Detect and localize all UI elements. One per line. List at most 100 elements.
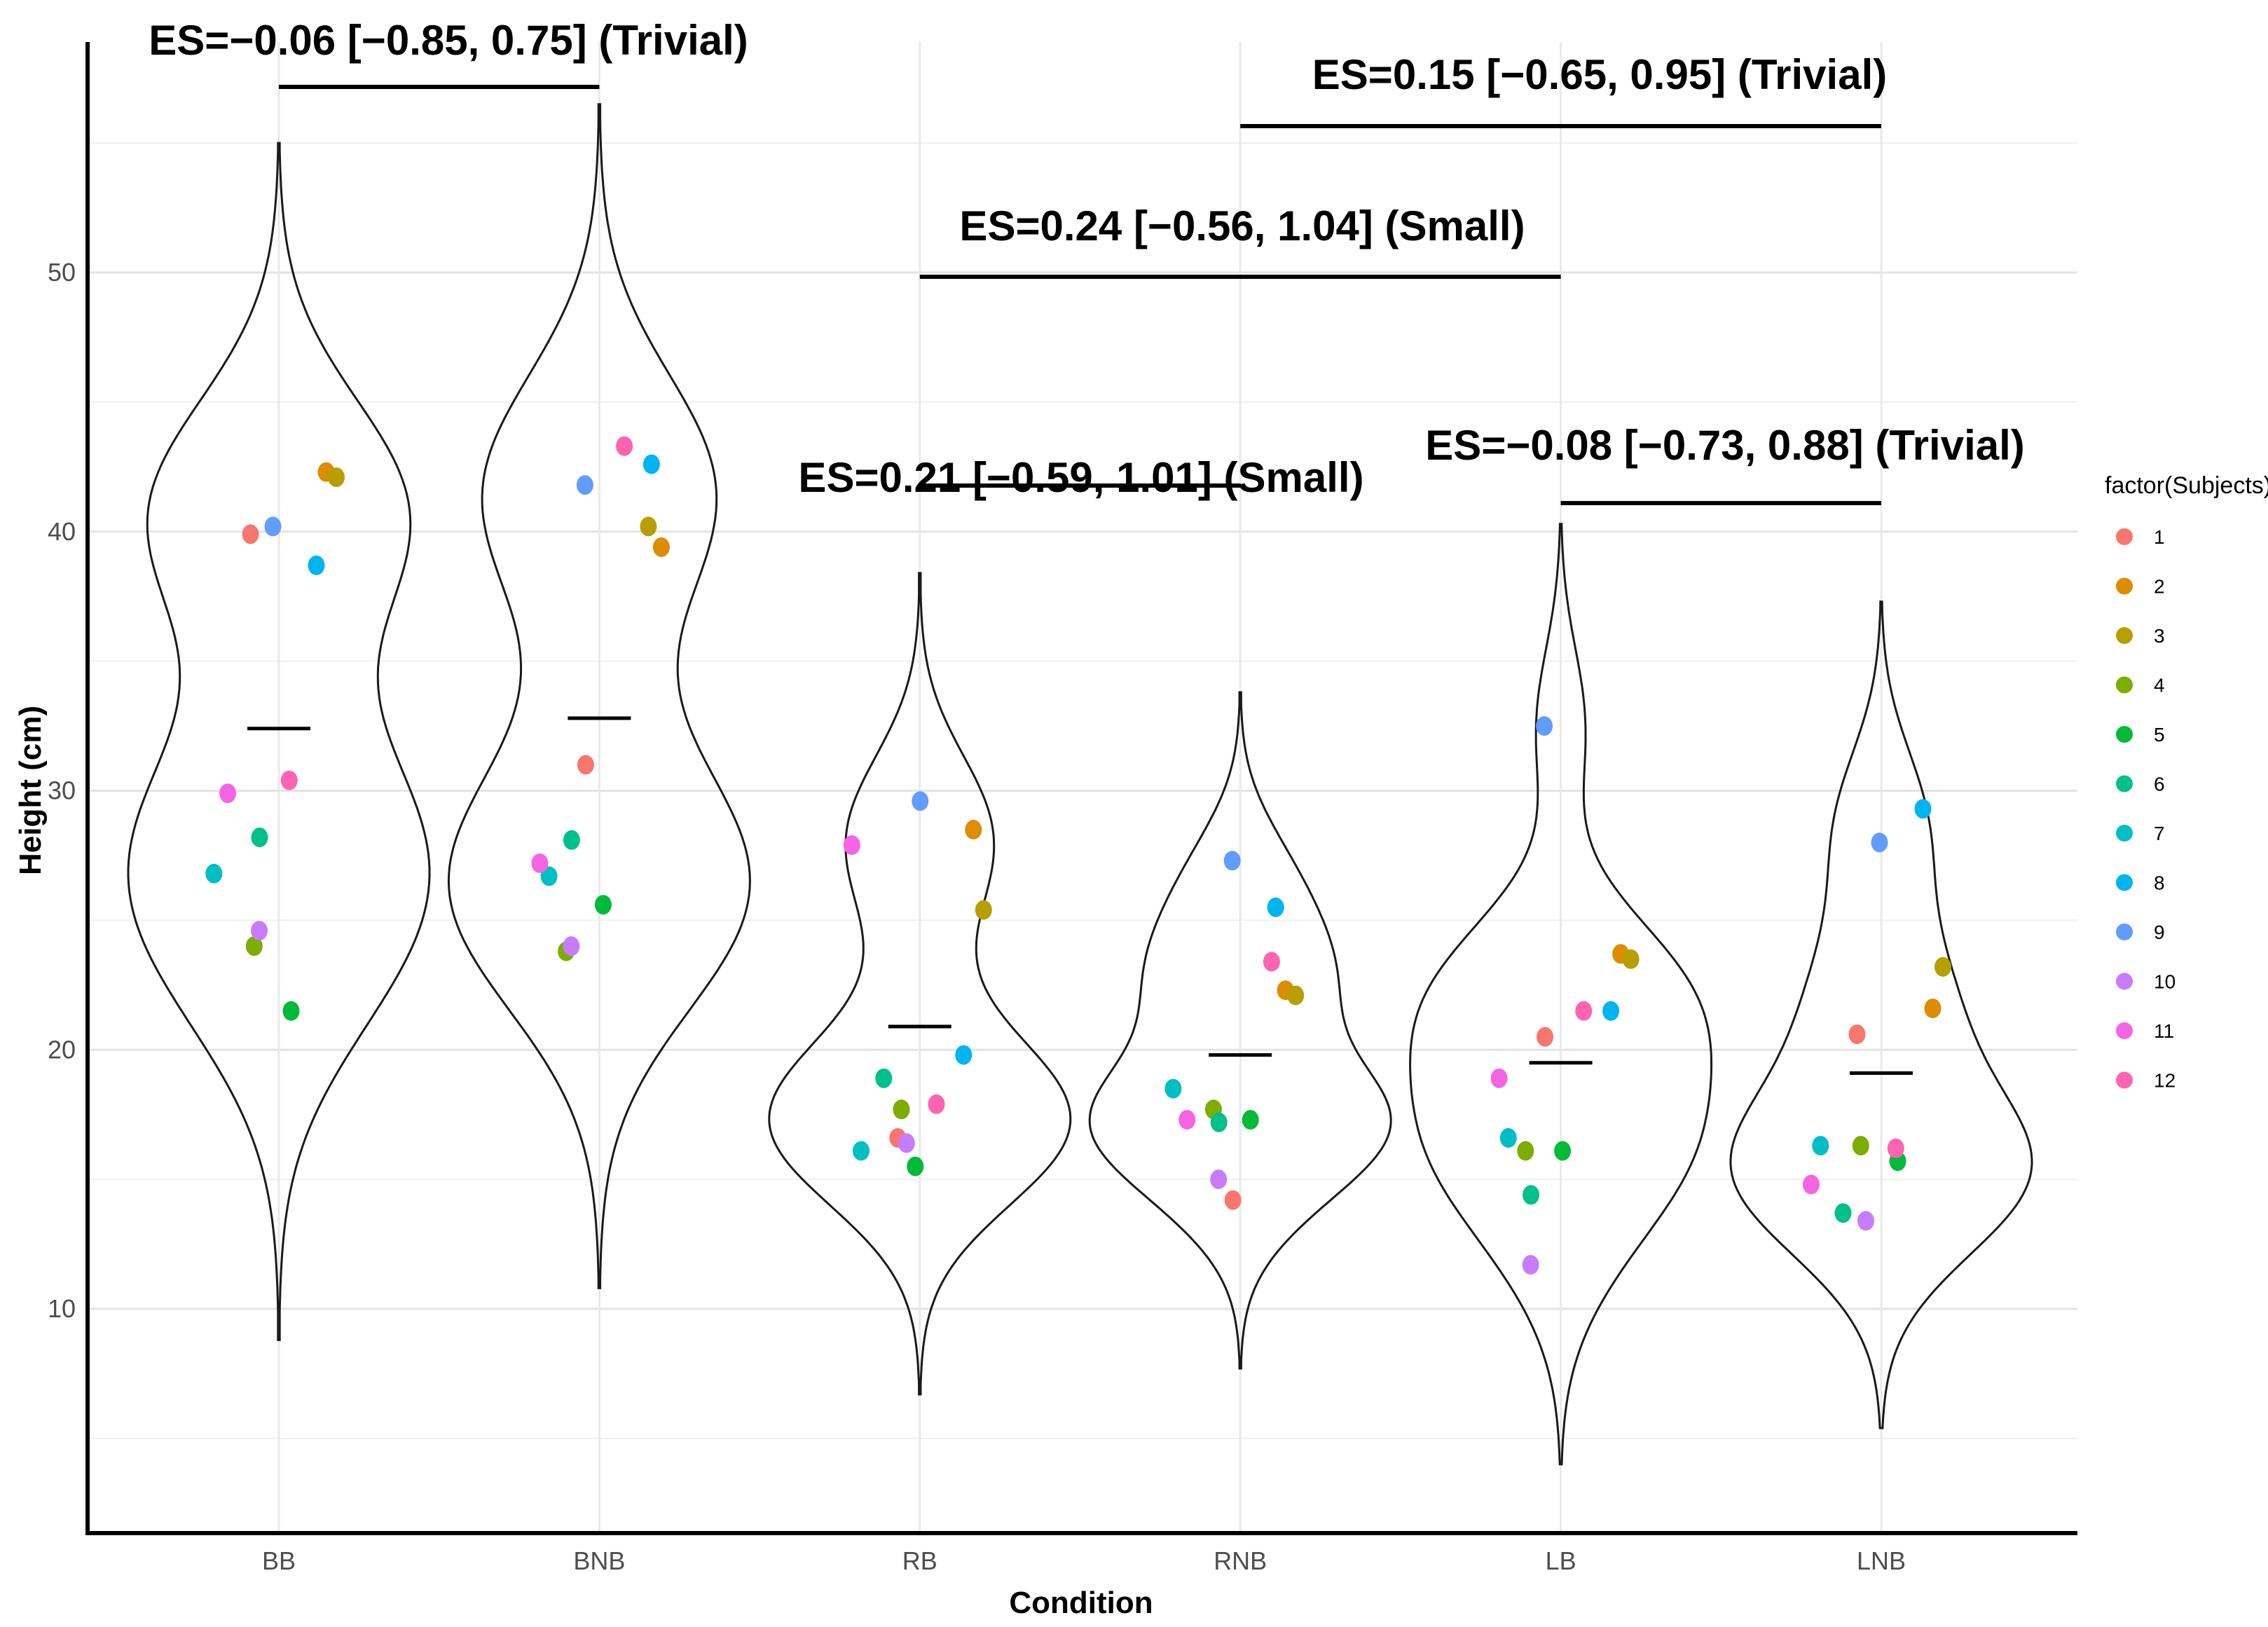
y-tick-label-10: 10 (48, 1294, 76, 1323)
x-tick-label-bnb: BNB (573, 1546, 625, 1575)
point-lb-subject-9 (1536, 716, 1553, 736)
legend-key-6 (2116, 775, 2133, 792)
legend-label-1: 1 (2154, 526, 2165, 548)
point-lb-subject-5 (1554, 1141, 1572, 1161)
legend-label-8: 8 (2154, 872, 2165, 894)
point-rb-subject-4 (893, 1099, 910, 1120)
violin-rnb (1088, 691, 1392, 1370)
effect-size-label-1: ES=−0.06 [−0.85, 0.75] (Trivial) (149, 17, 748, 64)
point-rnb-subject-9 (1223, 851, 1241, 871)
legend-label-2: 2 (2154, 576, 2165, 598)
point-lb-subject-7 (1499, 1128, 1517, 1148)
effect-size-label-4: ES=0.21 [−0.59, 1.01] (Small) (798, 454, 1363, 501)
legend-key-1 (2116, 528, 2133, 545)
point-lnb-subject-9 (1871, 832, 1888, 853)
point-rnb-subject-5 (1242, 1110, 1259, 1130)
point-lb-subject-12 (1575, 1001, 1593, 1021)
tick-labels: 10 20 30 40 50 BB BNB RB RNB LB LNB (48, 258, 1906, 1575)
legend-label-5: 5 (2154, 724, 2165, 746)
point-bnb-subject-10 (563, 936, 580, 956)
point-bnb-subject-11 (531, 853, 549, 873)
violin-lnb (1729, 600, 2033, 1429)
point-rb-subject-11 (843, 835, 860, 856)
grid-lines (88, 42, 2077, 1533)
y-tick-label-30: 30 (48, 776, 76, 805)
point-bnb-subject-2 (652, 537, 670, 557)
effect-size-label-5: ES=−0.08 [−0.73, 0.88] (Trivial) (1425, 422, 2025, 469)
violin-lb (1409, 523, 1713, 1466)
data-points (205, 436, 1951, 1275)
point-rb-subject-3 (975, 900, 992, 920)
point-rnb-subject-8 (1267, 897, 1284, 917)
x-tick-label-lnb: LNB (1857, 1546, 1906, 1575)
point-rnb-subject-1 (1224, 1190, 1242, 1210)
point-bb-subject-8 (308, 555, 325, 575)
point-bnb-subject-1 (577, 755, 594, 775)
point-bb-subject-10 (251, 921, 268, 941)
point-lnb-subject-11 (1803, 1174, 1820, 1195)
effect-size-label-3: ES=0.24 [−0.56, 1.04] (Small) (959, 202, 1525, 249)
legend-label-3: 3 (2154, 625, 2165, 647)
point-lb-subject-6 (1523, 1185, 1540, 1205)
point-rb-subject-12 (928, 1094, 945, 1114)
violin-bb (127, 142, 431, 1341)
x-tick-label-rb: RB (902, 1546, 937, 1575)
legend-label-6: 6 (2154, 774, 2165, 795)
point-rnb-subject-12 (1263, 952, 1280, 972)
point-rnb-subject-3 (1287, 985, 1305, 1005)
point-bnb-subject-9 (576, 475, 593, 495)
point-lb-subject-8 (1602, 1001, 1620, 1021)
point-lb-subject-1 (1537, 1027, 1554, 1047)
legend-label-7: 7 (2154, 823, 2165, 844)
point-bb-subject-7 (205, 863, 223, 884)
point-rnb-subject-6 (1210, 1112, 1228, 1132)
point-rb-subject-9 (912, 791, 929, 811)
point-lnb-subject-1 (1848, 1024, 1866, 1045)
point-lnb-subject-3 (1934, 956, 1951, 977)
point-lb-subject-10 (1522, 1255, 1539, 1275)
legend-key-11 (2116, 1022, 2133, 1039)
effect-size-annotations: ES=−0.06 [−0.85, 0.75] (Trivial) ES=0.15 … (149, 17, 2025, 505)
y-tick-label-20: 20 (48, 1035, 76, 1064)
point-lnb-subject-2 (1924, 998, 1941, 1019)
point-bb-subject-1 (242, 524, 259, 544)
point-bb-subject-5 (282, 1001, 300, 1021)
legend-label-4: 4 (2154, 675, 2165, 696)
legend-key-3 (2116, 627, 2133, 644)
point-lnb-subject-12 (1887, 1138, 1904, 1158)
point-bb-subject-6 (251, 828, 268, 848)
legend-label-10: 10 (2154, 971, 2176, 993)
point-bnb-subject-8 (642, 454, 660, 474)
point-lnb-subject-4 (1852, 1136, 1869, 1156)
point-lnb-subject-7 (1812, 1136, 1829, 1156)
legend-key-9 (2116, 924, 2133, 940)
legend-key-7 (2116, 825, 2133, 842)
point-bb-subject-9 (264, 516, 282, 537)
legend-key-12 (2116, 1071, 2133, 1089)
point-lb-subject-4 (1517, 1141, 1534, 1161)
y-tick-label-50: 50 (48, 258, 76, 287)
x-tick-label-lb: LB (1546, 1546, 1576, 1575)
mean-lines (247, 716, 1913, 1076)
point-bnb-subject-6 (563, 830, 580, 850)
legend-key-10 (2116, 973, 2133, 990)
point-lb-subject-11 (1490, 1068, 1508, 1088)
point-lnb-subject-8 (1914, 799, 1932, 819)
point-lb-subject-3 (1622, 949, 1640, 969)
point-bb-subject-11 (219, 783, 236, 804)
point-bnb-subject-7 (540, 866, 558, 886)
point-rb-subject-2 (965, 820, 982, 839)
legend-label-12: 12 (2154, 1070, 2176, 1092)
point-bnb-subject-3 (640, 516, 657, 537)
point-lnb-subject-10 (1857, 1211, 1874, 1231)
point-rb-subject-5 (907, 1156, 924, 1176)
x-tick-label-bb: BB (262, 1546, 296, 1575)
point-bb-subject-4 (245, 936, 263, 956)
point-bb-subject-3 (328, 467, 345, 488)
legend-key-8 (2116, 874, 2133, 891)
effect-size-label-2: ES=0.15 [−0.65, 0.95] (Trivial) (1312, 51, 1888, 98)
point-bb-subject-12 (280, 770, 298, 790)
point-rnb-subject-11 (1178, 1110, 1196, 1130)
